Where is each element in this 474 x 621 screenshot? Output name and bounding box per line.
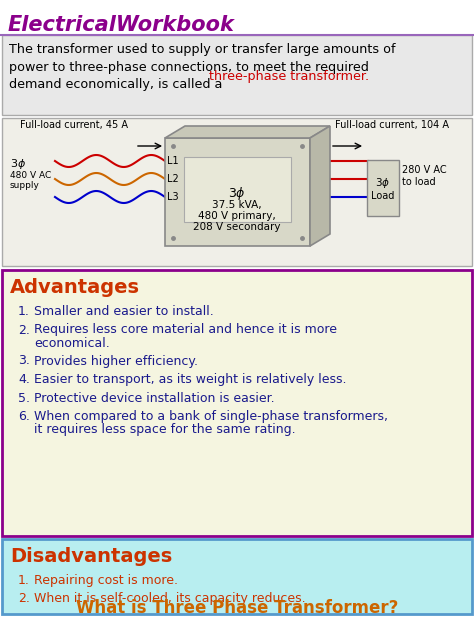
Text: Repairing cost is more.: Repairing cost is more. [34, 574, 178, 587]
Text: Provides higher efficiency.: Provides higher efficiency. [34, 355, 198, 368]
Text: 2.: 2. [18, 324, 30, 337]
Text: 480 V AC: 480 V AC [10, 171, 51, 180]
Text: What is Three Phase Transformer?: What is Three Phase Transformer? [76, 599, 398, 617]
Text: to load: to load [402, 177, 436, 187]
Text: 4.: 4. [18, 373, 30, 386]
FancyBboxPatch shape [367, 160, 399, 216]
FancyBboxPatch shape [2, 35, 472, 115]
Text: supply: supply [10, 181, 40, 190]
Text: 280 V AC: 280 V AC [402, 165, 447, 175]
Text: 1.: 1. [18, 305, 30, 318]
Text: 2.: 2. [18, 592, 30, 605]
Text: Full-load current, 104 A: Full-load current, 104 A [335, 120, 449, 130]
FancyBboxPatch shape [2, 118, 472, 266]
Text: 5.: 5. [18, 391, 30, 404]
Text: Smaller and easier to install.: Smaller and easier to install. [34, 305, 214, 318]
Text: 1.: 1. [18, 574, 30, 587]
Text: three-phase transformer.: three-phase transformer. [9, 70, 369, 83]
Text: L3: L3 [167, 192, 179, 202]
Text: Protective device installation is easier.: Protective device installation is easier… [34, 391, 274, 404]
Text: L2: L2 [167, 174, 179, 184]
Text: 480 V primary,: 480 V primary, [198, 211, 276, 221]
FancyBboxPatch shape [2, 539, 472, 614]
Text: Requires less core material and hence it is more: Requires less core material and hence it… [34, 324, 337, 337]
Text: Advantages: Advantages [10, 278, 140, 297]
Text: economical.: economical. [34, 337, 110, 350]
Text: Full-load current, 45 A: Full-load current, 45 A [20, 120, 128, 130]
Text: Load: Load [371, 191, 395, 201]
Polygon shape [165, 126, 330, 138]
Text: When it is self-cooled, its capacity reduces.: When it is self-cooled, its capacity red… [34, 592, 306, 605]
FancyBboxPatch shape [2, 270, 472, 536]
Text: 208 V secondary: 208 V secondary [193, 222, 281, 232]
Text: 6.: 6. [18, 410, 30, 423]
Text: Disadvantages: Disadvantages [10, 547, 172, 566]
Text: 3$\phi$: 3$\phi$ [228, 184, 246, 201]
Polygon shape [165, 138, 310, 246]
FancyBboxPatch shape [184, 157, 291, 222]
Text: ElectricalWorkbook: ElectricalWorkbook [8, 15, 235, 35]
Text: 3.: 3. [18, 355, 30, 368]
Text: it requires less space for the same rating.: it requires less space for the same rati… [34, 424, 296, 437]
Text: L1: L1 [167, 156, 179, 166]
Text: 3$\phi$: 3$\phi$ [10, 157, 26, 171]
Text: When compared to a bank of single-phase transformers,: When compared to a bank of single-phase … [34, 410, 388, 423]
Polygon shape [310, 126, 330, 246]
Text: Easier to transport, as its weight is relatively less.: Easier to transport, as its weight is re… [34, 373, 346, 386]
Text: 3$\phi$: 3$\phi$ [375, 176, 391, 190]
Text: 37.5 kVA,: 37.5 kVA, [212, 200, 262, 210]
Text: The transformer used to supply or transfer large amounts of
power to three-phase: The transformer used to supply or transf… [9, 43, 395, 91]
